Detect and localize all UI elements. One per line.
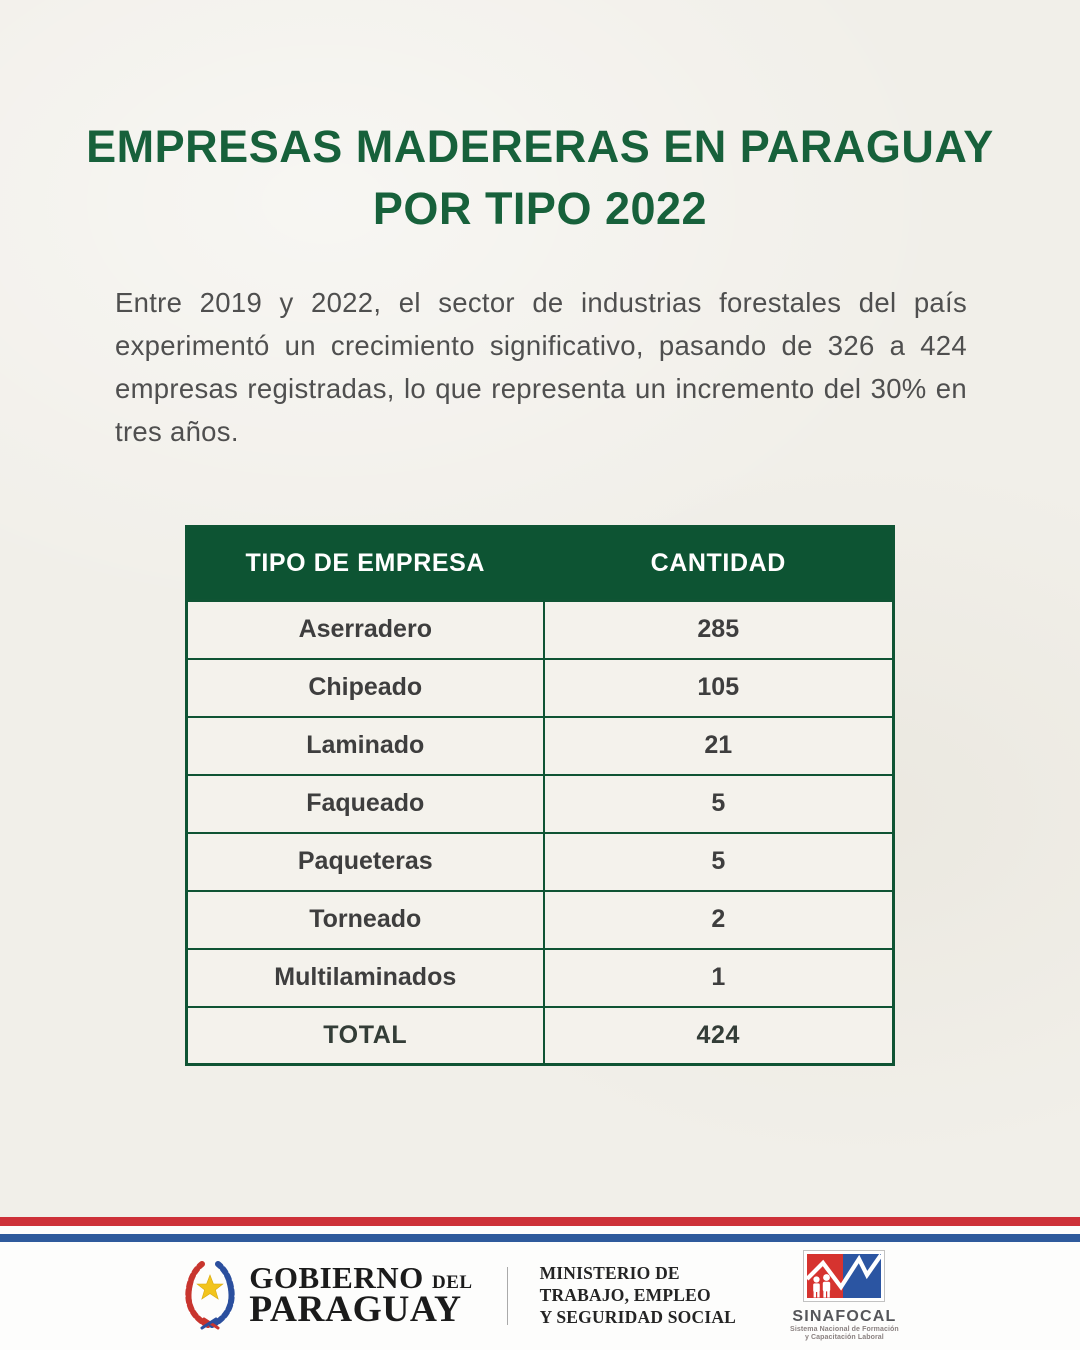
tipo-cell: Torneado	[185, 889, 545, 950]
sinafocal-chart-people-icon	[803, 1250, 886, 1307]
tipo-cell: Laminado	[185, 715, 545, 776]
table-row: Chipeado 105	[185, 657, 895, 718]
paraguay-word: PARAGUAY	[249, 1289, 462, 1330]
ministerio-line3: Y SEGURIDAD SOCIAL	[539, 1306, 737, 1327]
ministerio-line2: TRABAJO, EMPLEO	[539, 1285, 711, 1306]
ministerio-line1: MINISTERIO DE	[539, 1263, 680, 1284]
sinafocal-wordmark: SINAFOCAL	[792, 1308, 897, 1326]
header-cantidad: CANTIDAD	[542, 525, 895, 602]
gobierno-paraguay-logo: GOBIERNO DEL PARAGUAY	[181, 1258, 472, 1335]
cantidad-cell: 5	[542, 773, 895, 834]
cantidad-cell: 5	[542, 831, 895, 892]
footer-logos: GOBIERNO DEL PARAGUAY MINISTERIO DE TRAB…	[0, 1250, 1080, 1342]
tipo-cell: Faqueado	[185, 773, 545, 834]
total-label-cell: TOTAL	[185, 1005, 545, 1066]
table-row: Aserradero 285	[185, 599, 895, 660]
table-total-row: TOTAL 424	[185, 1005, 895, 1066]
gobierno-word: GOBIERNO	[249, 1260, 424, 1296]
tipo-cell: Paqueteras	[185, 831, 545, 892]
tipo-cell: Chipeado	[185, 657, 545, 718]
cantidad-cell: 105	[542, 657, 895, 718]
cantidad-cell: 21	[542, 715, 895, 776]
ministerio-wordmark: MINISTERIO DE TRABAJO, EMPLEO Y SEGURIDA…	[540, 1263, 736, 1328]
star-icon	[196, 1273, 224, 1300]
laurel-wreath-star-icon	[181, 1258, 239, 1335]
page-title: EMPRESAS MADERERAS EN PARAGUAY POR TIPO …	[0, 116, 1080, 240]
total-value-cell: 424	[542, 1005, 895, 1066]
footer-divider	[506, 1267, 508, 1325]
cantidad-cell: 2	[542, 889, 895, 950]
page-title-line1: EMPRESAS MADERERAS EN PARAGUAY	[86, 121, 994, 172]
empresas-table: TIPO DE EMPRESA CANTIDAD Aserradero 285 …	[185, 525, 895, 1066]
table-row: Laminado 21	[185, 715, 895, 776]
flag-stripe-blue	[0, 1234, 1080, 1242]
table-row: Paqueteras 5	[185, 831, 895, 892]
tipo-cell: Aserradero	[185, 599, 545, 660]
sinafocal-subtitle-line1: Sistema Nacional de Formación	[790, 1325, 899, 1333]
sinafocal-subtitle: Sistema Nacional de Formación y Capacita…	[790, 1326, 899, 1342]
footer-white-band	[0, 1226, 1080, 1350]
page-title-line2: POR TIPO 2022	[372, 183, 708, 235]
sinafocal-logo: SINAFOCAL Sistema Nacional de Formación …	[790, 1250, 899, 1342]
table-row: Multilaminados 1	[185, 947, 895, 1008]
sinafocal-subtitle-line2: y Capacitación Laboral	[804, 1333, 884, 1341]
table-header-row: TIPO DE EMPRESA CANTIDAD	[185, 525, 895, 602]
tipo-cell: Multilaminados	[185, 947, 545, 1008]
gobierno-wordmark: GOBIERNO DEL PARAGUAY	[249, 1262, 473, 1330]
table-row: Faqueado 5	[185, 773, 895, 834]
header-tipo-de-empresa: TIPO DE EMPRESA	[185, 525, 545, 602]
table-row: Torneado 2	[185, 889, 895, 950]
gobierno-del-word: DEL	[432, 1272, 473, 1294]
intro-paragraph: Entre 2019 y 2022, el sector de industri…	[115, 287, 967, 447]
cantidad-cell: 1	[542, 947, 895, 1008]
cantidad-cell: 285	[542, 599, 895, 660]
flag-stripe-red	[0, 1217, 1080, 1226]
